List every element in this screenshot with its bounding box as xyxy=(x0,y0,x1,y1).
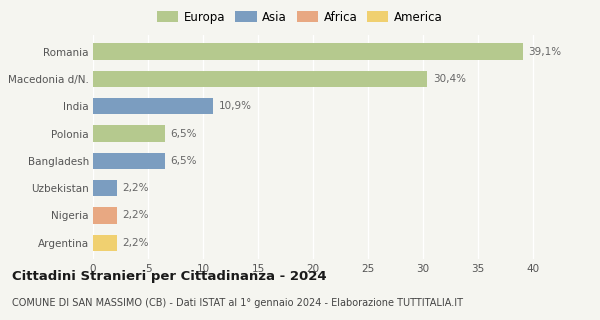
Text: Cittadini Stranieri per Cittadinanza - 2024: Cittadini Stranieri per Cittadinanza - 2… xyxy=(12,270,326,284)
Legend: Europa, Asia, Africa, America: Europa, Asia, Africa, America xyxy=(152,6,448,28)
Text: 2,2%: 2,2% xyxy=(123,238,149,248)
Text: COMUNE DI SAN MASSIMO (CB) - Dati ISTAT al 1° gennaio 2024 - Elaborazione TUTTIT: COMUNE DI SAN MASSIMO (CB) - Dati ISTAT … xyxy=(12,298,463,308)
Bar xyxy=(93,125,164,142)
Bar xyxy=(93,180,117,196)
Bar xyxy=(93,207,117,224)
Text: 10,9%: 10,9% xyxy=(218,101,251,111)
Bar xyxy=(93,98,213,115)
Bar xyxy=(93,235,117,251)
Text: 30,4%: 30,4% xyxy=(433,74,466,84)
Text: 6,5%: 6,5% xyxy=(170,129,197,139)
Bar xyxy=(93,71,427,87)
Text: 2,2%: 2,2% xyxy=(123,183,149,193)
Text: 39,1%: 39,1% xyxy=(529,47,562,57)
Bar xyxy=(93,153,164,169)
Text: 6,5%: 6,5% xyxy=(170,156,197,166)
Text: 2,2%: 2,2% xyxy=(123,211,149,220)
Bar xyxy=(93,44,523,60)
